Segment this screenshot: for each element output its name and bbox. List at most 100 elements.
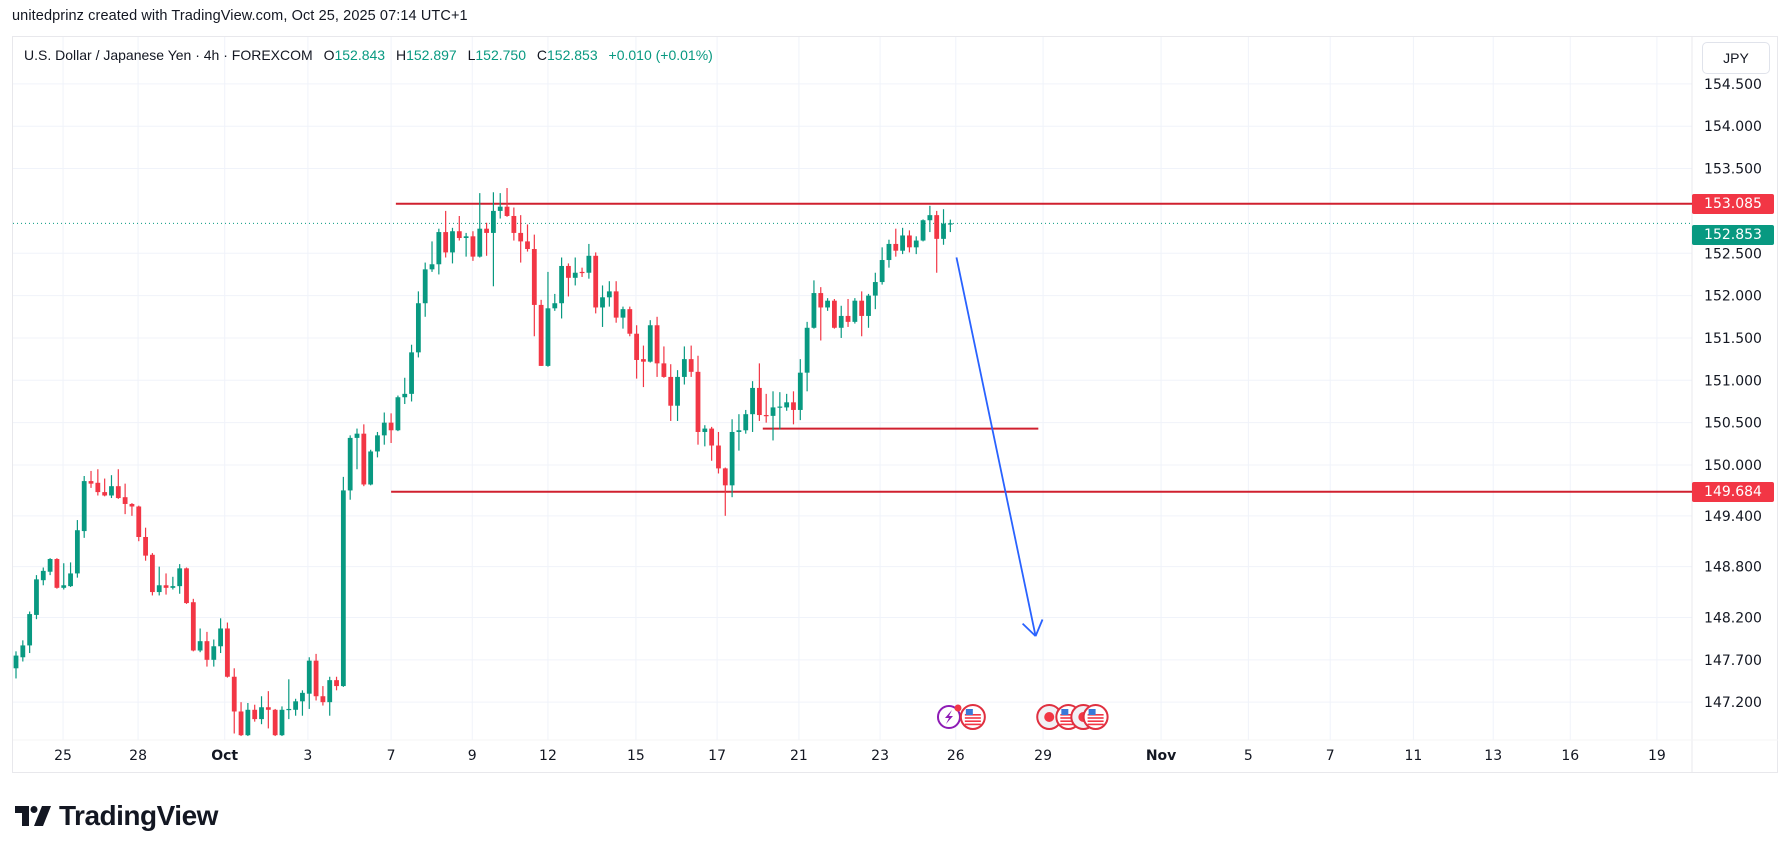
candle-body — [941, 223, 946, 239]
time-axis: 25 28 Oct 3 7 9 12 15 17 21 23 26 29 Nov 5 7 11 13 16 19 — [54, 748, 1666, 764]
candle-body — [668, 376, 674, 406]
candle-body — [54, 559, 60, 588]
candle — [777, 392, 783, 430]
candle-body — [102, 492, 108, 496]
candle — [259, 696, 264, 725]
candle-body — [300, 692, 305, 702]
time-tick-label: 23 — [871, 748, 889, 764]
candle — [190, 598, 196, 652]
candle — [484, 222, 489, 256]
candle — [409, 344, 414, 402]
candle — [593, 252, 599, 314]
candle-body — [272, 709, 278, 736]
candle — [422, 262, 428, 317]
candle-body — [886, 243, 892, 261]
flag-canton — [965, 709, 973, 715]
candle-body — [818, 293, 824, 308]
candle — [245, 703, 251, 737]
candle — [518, 215, 524, 263]
candle — [375, 431, 380, 458]
candle-body — [109, 486, 114, 496]
candle — [743, 409, 749, 434]
candle-body — [238, 711, 244, 736]
time-tick-label: 5 — [1244, 748, 1253, 764]
us-flag-icon[interactable] — [1082, 704, 1109, 730]
candle — [838, 305, 844, 338]
candle-body — [115, 486, 121, 499]
candle — [859, 291, 865, 337]
candle-body — [81, 481, 87, 532]
candle — [627, 306, 633, 337]
candle — [252, 704, 258, 722]
time-tick-label: 11 — [1405, 748, 1423, 764]
candle-body — [95, 482, 101, 493]
attribution-text: unitedprinz created with TradingView.com… — [12, 8, 468, 24]
candle-body — [627, 309, 633, 334]
candle-body — [245, 709, 251, 736]
candle — [150, 553, 155, 596]
lightning-glyph — [944, 710, 953, 724]
candle — [450, 227, 455, 264]
flag-stripe — [1087, 723, 1104, 726]
candle-body — [681, 359, 687, 377]
horizontal-levels — [13, 202, 1692, 493]
candle — [579, 267, 585, 277]
candle — [941, 209, 946, 245]
candle — [791, 391, 796, 425]
candle — [654, 316, 660, 377]
candle-body — [170, 586, 176, 588]
tradingview-logo[interactable]: TradingView — [15, 800, 218, 832]
candle-body — [395, 397, 401, 431]
candle — [347, 435, 353, 500]
low-value: 152.750 — [475, 47, 526, 63]
price-tick-label: 148.800 — [1704, 560, 1762, 576]
candle — [647, 320, 653, 363]
candle — [361, 424, 367, 487]
candle — [504, 188, 510, 217]
candle — [436, 228, 442, 275]
candle — [893, 228, 899, 257]
candle — [306, 657, 312, 709]
candle-body — [538, 304, 544, 366]
candle-body — [566, 265, 571, 278]
candle-body — [784, 402, 790, 408]
time-tick-label: 26 — [947, 748, 965, 764]
candle-body — [729, 431, 735, 486]
candle-body — [422, 269, 428, 304]
candle — [136, 505, 142, 542]
flag-canton — [1088, 709, 1096, 715]
candle-body — [470, 236, 476, 257]
candle-body — [518, 232, 524, 242]
us-flag-icon[interactable] — [959, 704, 986, 730]
currency-button[interactable]: JPY — [1702, 42, 1770, 74]
candle-body — [443, 232, 449, 253]
candle — [927, 205, 933, 233]
candle — [204, 631, 210, 667]
event-circle — [959, 704, 986, 730]
time-tick-label: 17 — [708, 748, 726, 764]
candle — [756, 363, 762, 421]
candle — [402, 377, 408, 405]
flag-stripe — [1060, 720, 1077, 722]
candle-body — [409, 352, 414, 394]
arrow-head[interactable] — [1021, 622, 1037, 637]
candle — [463, 232, 469, 257]
candle — [586, 243, 592, 279]
time-tick-label: 3 — [303, 748, 312, 764]
candle-body — [463, 236, 469, 239]
event-circle — [1082, 704, 1109, 730]
arrow-shaft[interactable] — [955, 257, 1037, 637]
arrow-head[interactable] — [1034, 619, 1044, 637]
time-tick-label: 25 — [54, 748, 72, 764]
earnings-lightning-icon[interactable] — [936, 704, 962, 729]
price-tick-label: 154.000 — [1704, 119, 1762, 135]
candle — [313, 653, 319, 701]
candle — [265, 691, 271, 729]
candle-body — [913, 240, 919, 248]
candle — [34, 575, 39, 620]
candle — [74, 520, 80, 578]
candle — [122, 483, 128, 515]
candle-body — [825, 300, 830, 308]
candle — [225, 622, 230, 678]
